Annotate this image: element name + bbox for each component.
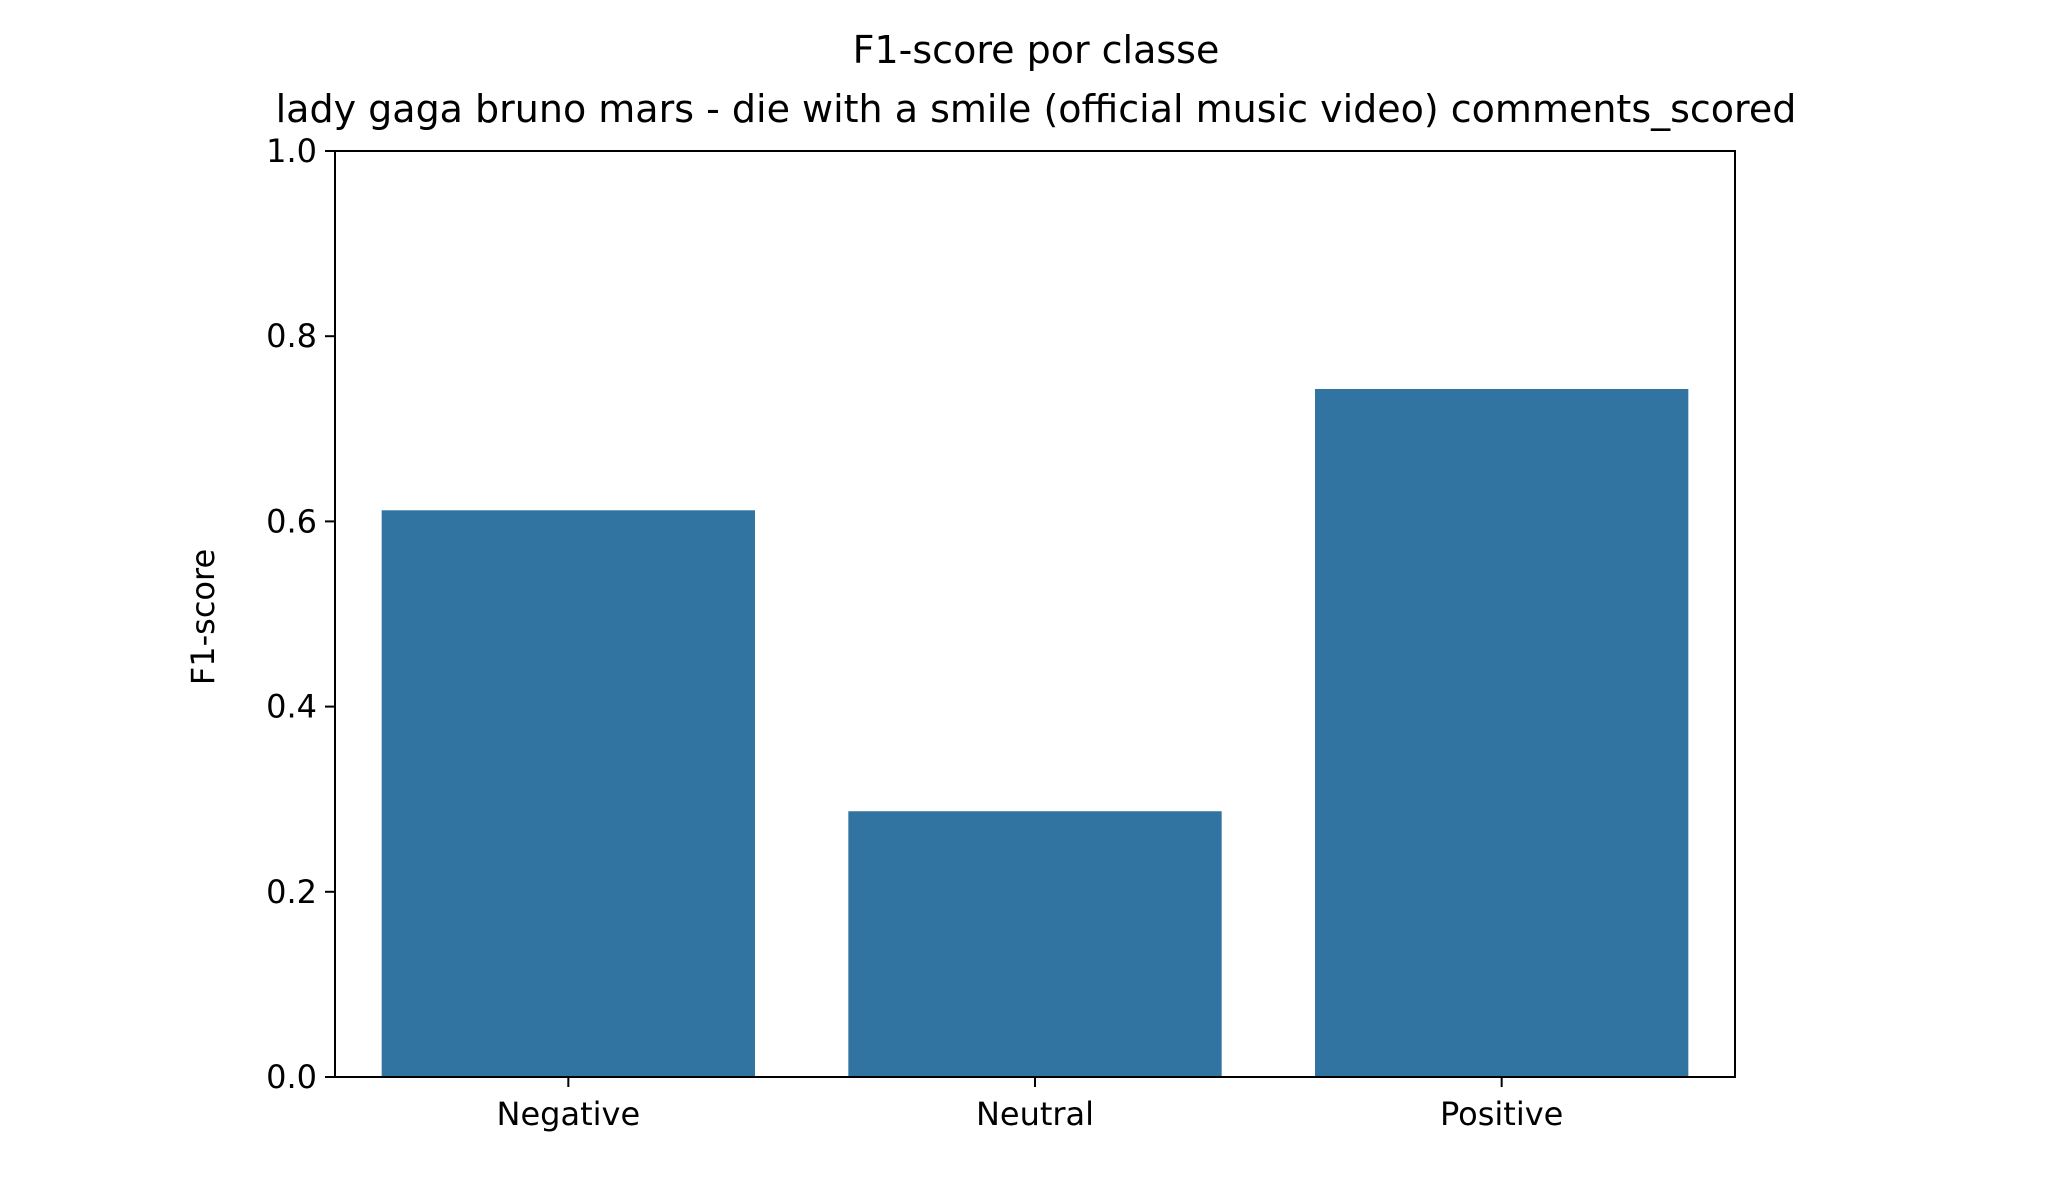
chart-subtitle: lady gaga bruno mars - die with a smile … [276, 87, 1797, 131]
y-tick-label: 0.2 [266, 873, 317, 911]
y-axis-label: F1-score [184, 549, 222, 685]
y-tick-label: 0.0 [266, 1058, 317, 1096]
y-tick-label: 0.4 [266, 688, 317, 726]
y-axis-ticks: 0.0 0.2 0.4 0.6 0.8 1.0 [266, 132, 335, 1096]
bar-neutral [848, 811, 1222, 1077]
x-tick-label: Positive [1440, 1095, 1563, 1133]
y-tick-label: 1.0 [266, 132, 317, 170]
x-axis-ticks: Negative Neutral Positive [497, 1077, 1563, 1133]
bar-negative [381, 510, 755, 1078]
bars-layer [381, 388, 1689, 1078]
y-tick-label: 0.8 [266, 317, 317, 355]
bar-positive [1315, 388, 1689, 1077]
plot-frame [334, 150, 1736, 1078]
chart-title: F1-score por classe [853, 28, 1220, 72]
x-tick-label: Neutral [976, 1095, 1094, 1133]
x-tick-label: Negative [497, 1095, 641, 1133]
y-tick-label: 0.6 [266, 502, 317, 540]
